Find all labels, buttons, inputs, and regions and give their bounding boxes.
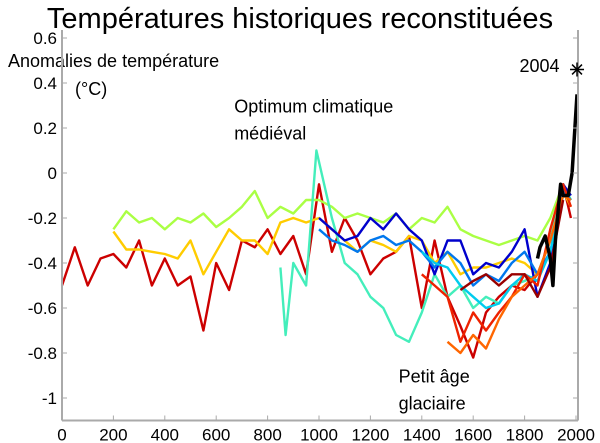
x-tick-label: 800 [253,426,281,443]
series-line-8 [446,194,572,355]
asterisk-marker-2004 [570,62,585,77]
y-tick-label: -0.8 [28,344,57,363]
series-line-1 [112,183,572,247]
x-tick-label: 1200 [351,426,389,443]
annotation-0-line-0: Optimum climatique [234,96,393,116]
x-tick-label: 1000 [300,426,338,443]
y-tick-label: 0.4 [33,74,57,93]
series-line-5 [318,189,572,287]
y-tick-label: -0.6 [28,299,57,318]
tick-labels: -1 -0.8 -0.6 -0.4 -0.2 0 0.2 0.4 0.6 0 200 400 600 80… [28,29,595,443]
x-tick-label: 600 [202,426,230,443]
series-line-10 [535,94,579,288]
y-tick-label: -0.2 [28,209,57,228]
x-tick-label: 2000 [557,426,595,443]
x-tick-label: 1600 [454,426,492,443]
y-tick-label: 0.2 [33,119,57,138]
annotation-1-line-1: glaciaire [399,393,466,413]
x-tick-label: 0 [57,426,66,443]
series-line-9 [459,199,565,298]
y-tick-label: -0.4 [28,254,57,273]
y-tick-label: 0 [48,164,57,183]
x-tick-label: 1800 [506,426,544,443]
series-line-3 [279,149,572,343]
annotation-0-line-1: médiéval [234,123,306,143]
x-tick-label: 200 [99,426,127,443]
x-tick-label: 400 [151,426,179,443]
annotation-2-line-0: 2004 [519,56,559,76]
annotations: Optimum climatique médiéval Petit âge glaci… [234,56,585,413]
annotation-1-line-0: Petit âge [399,366,470,386]
series-line-7 [421,183,573,343]
series-group [60,94,579,359]
y-axis-label-line1: Anomalies de température [8,51,219,71]
y-axis-label-line2: (°C) [75,79,107,99]
x-tick-label: 1400 [403,426,441,443]
series-line-4 [318,183,572,298]
axes [61,30,579,422]
chart-title: Températures historiques reconstituées [47,3,553,35]
y-tick-label: -1 [42,389,57,408]
y-tick-label: 0.6 [33,29,57,48]
